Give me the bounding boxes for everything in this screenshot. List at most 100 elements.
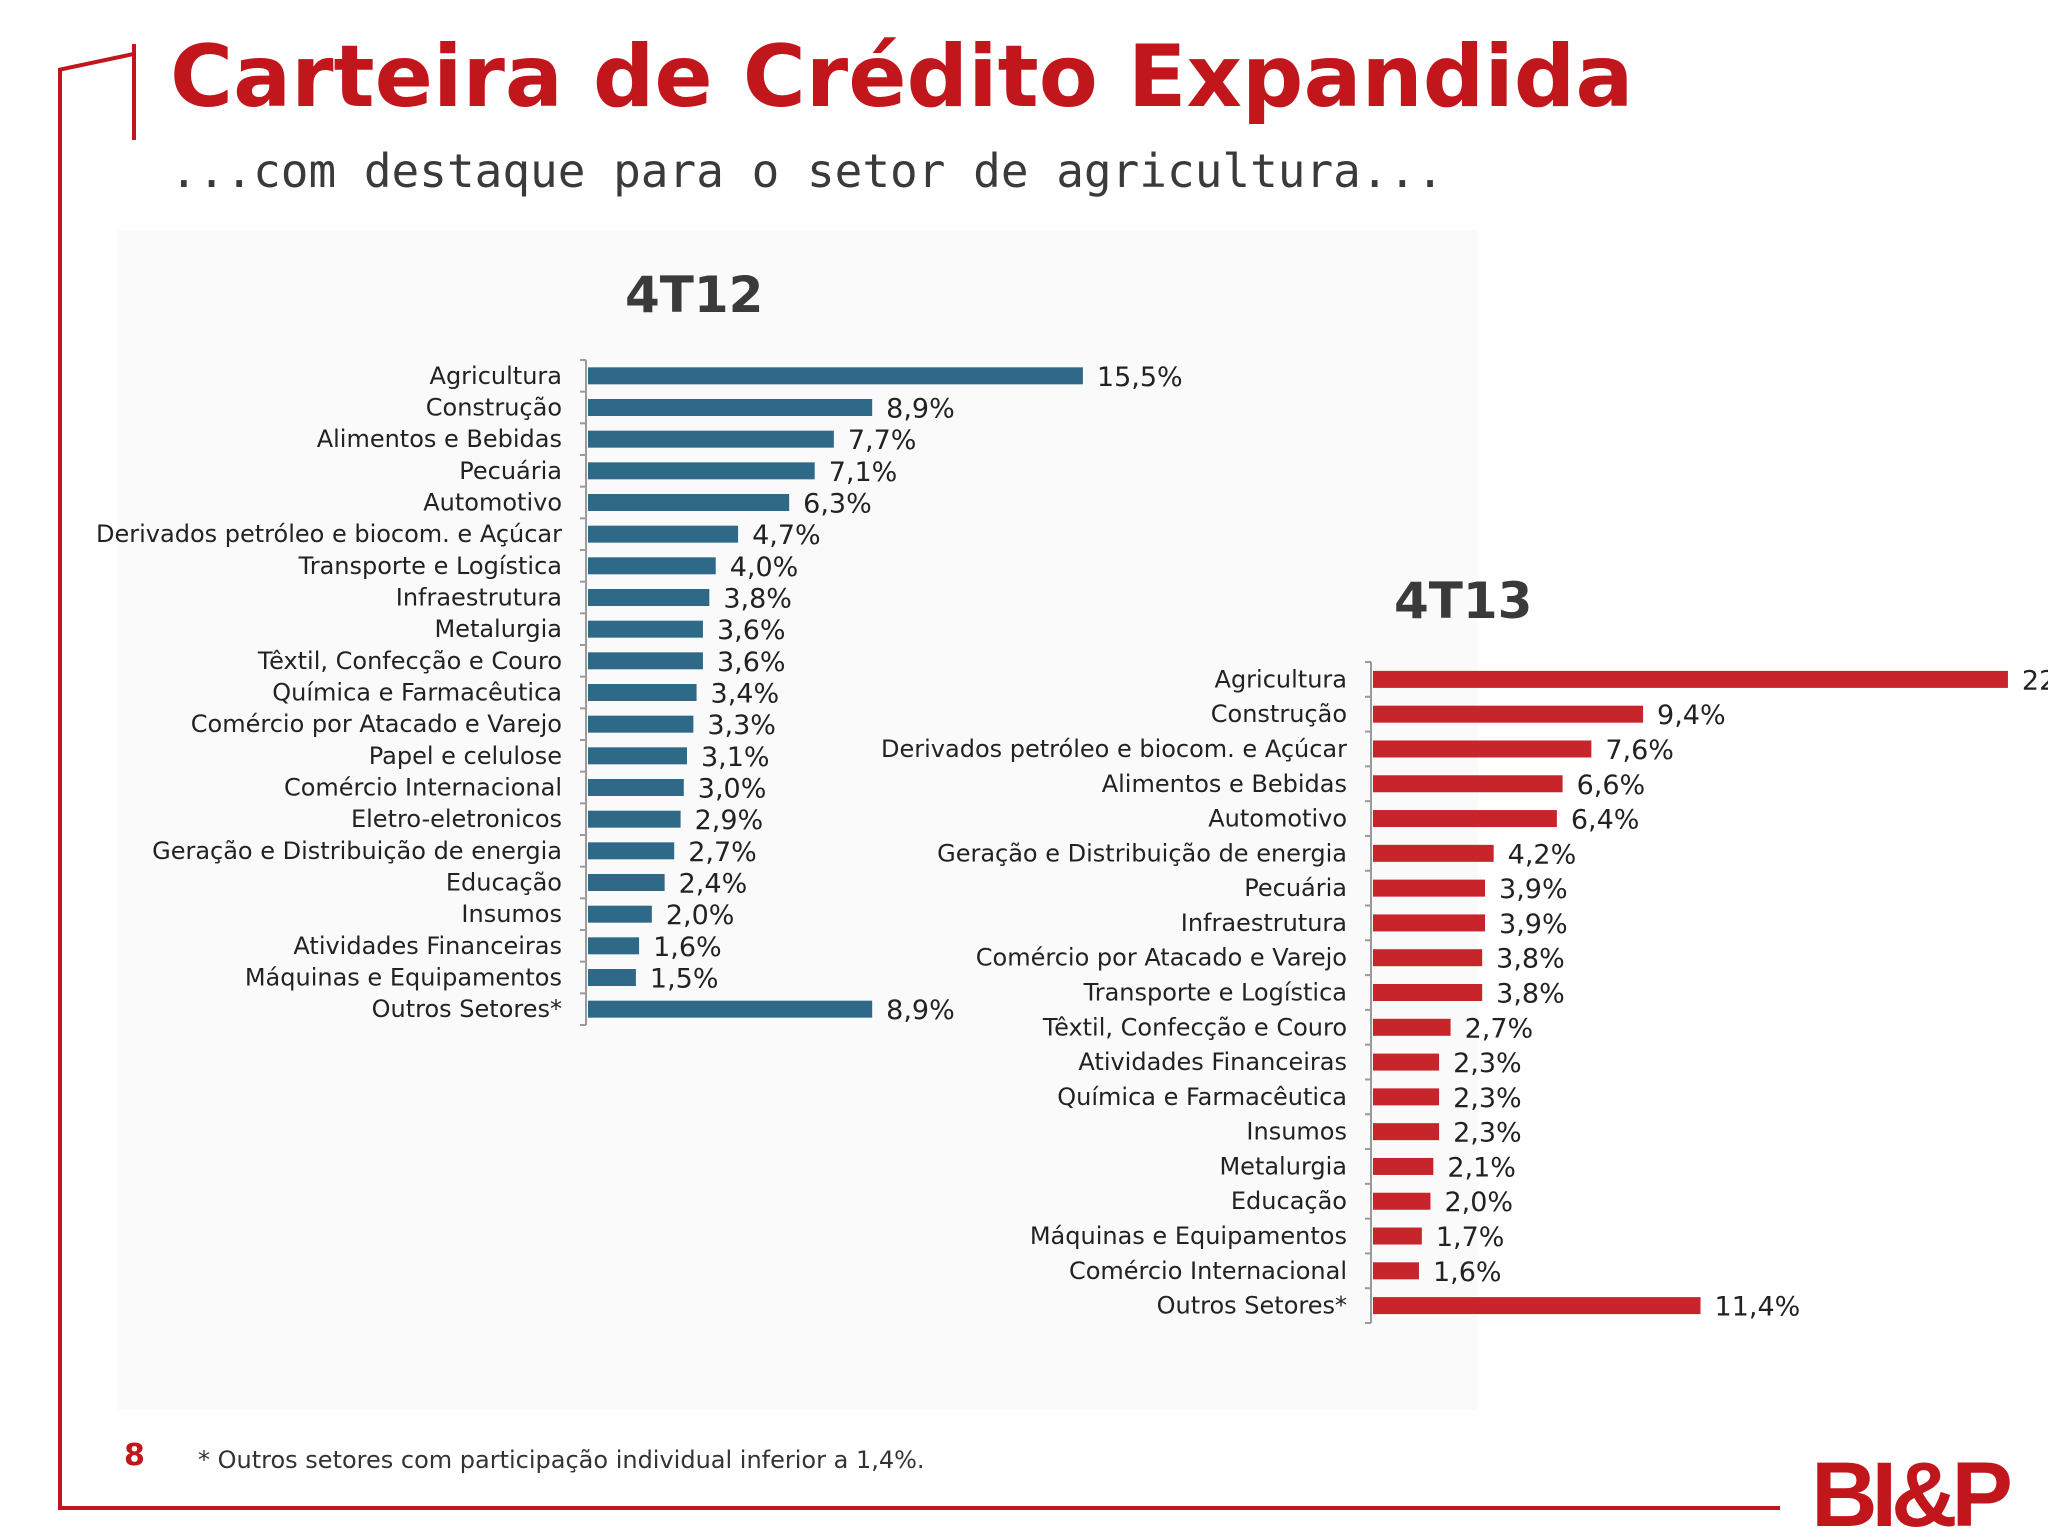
value-label: 2,0% (1444, 1187, 1513, 1218)
bip-logo: BI&P (1786, 1452, 2032, 1536)
value-label: 2,0% (666, 900, 735, 931)
category-label: Comércio Internacional (1069, 1257, 1347, 1285)
frame-line-left (58, 68, 62, 1510)
category-label: Outros Setores* (1157, 1292, 1347, 1320)
bar-4t13 (1373, 844, 1494, 862)
bar-4t13 (1373, 1262, 1419, 1280)
value-label: 3,3% (707, 710, 776, 741)
value-label: 3,8% (723, 584, 792, 615)
value-label: 15,5% (1097, 362, 1183, 393)
category-label: Metalurgia (1219, 1152, 1347, 1180)
bar-4t12 (588, 589, 710, 606)
value-label: 1,6% (1433, 1257, 1502, 1288)
bar-4t12 (588, 969, 636, 986)
value-label: 3,1% (701, 742, 770, 773)
category-label: Transporte e Logística (298, 552, 562, 580)
category-label: Metalurgia (434, 615, 562, 643)
category-label: Máquinas e Equipamentos (1030, 1222, 1347, 1250)
chart-panel-background (118, 230, 1478, 1410)
category-label: Papel e celulose (369, 742, 562, 770)
category-label: Pecuária (1244, 874, 1347, 902)
category-label: Construção (1211, 700, 1347, 728)
value-label: 22,1% (2022, 665, 2048, 696)
value-label: 4,7% (752, 520, 821, 551)
page-number: 8 (124, 1438, 145, 1473)
bar-4t12 (588, 905, 652, 923)
category-label: Química e Farmacêutica (272, 679, 562, 707)
bar-4t13 (1373, 1123, 1440, 1141)
value-label: 2,3% (1453, 1083, 1522, 1114)
bar-4t12 (588, 430, 834, 448)
category-label: Máquinas e Equipamentos (245, 964, 562, 992)
bar-4t12 (588, 620, 703, 638)
bar-4t12 (588, 810, 681, 828)
category-label: Alimentos e Bebidas (1102, 770, 1347, 798)
frame-line-tick (132, 44, 136, 140)
bar-4t13 (1373, 914, 1486, 932)
value-label: 2,4% (679, 869, 748, 900)
bar-4t13 (1373, 670, 2008, 688)
category-label: Alimentos e Bebidas (317, 425, 562, 453)
category-label: Infraestrutura (1181, 909, 1347, 937)
bar-4t13 (1373, 1227, 1422, 1245)
value-label: 6,6% (1577, 770, 1646, 801)
value-label: 6,4% (1571, 805, 1640, 836)
frame-line-bottom (58, 1506, 1780, 1510)
bar-4t12 (588, 1000, 873, 1018)
category-label: Insumos (1246, 1118, 1347, 1146)
value-label: 3,4% (711, 679, 780, 710)
value-label: 3,6% (717, 615, 786, 646)
bar-4t13 (1373, 949, 1483, 967)
bar-4t13 (1373, 740, 1592, 758)
bar-4t13 (1373, 775, 1563, 793)
category-label: Educação (446, 869, 562, 897)
bar-4t12 (588, 399, 873, 416)
bar-4t13 (1373, 1297, 1701, 1315)
value-label: 6,3% (803, 489, 872, 520)
bar-4t12 (588, 557, 716, 575)
category-label: Têxtil, Confecção e Couro (1042, 1013, 1347, 1041)
bar-4t12 (588, 367, 1083, 385)
value-label: 4,2% (1508, 839, 1577, 870)
value-label: 7,1% (829, 457, 898, 488)
category-label: Derivados petróleo e biocom. e Açúcar (881, 735, 1347, 763)
category-label: Automotivo (423, 489, 562, 517)
category-label: Química e Farmacêutica (1057, 1083, 1347, 1111)
category-label: Infraestrutura (396, 584, 562, 612)
category-label: Eletro-eletronicos (351, 805, 562, 833)
category-label: Comércio por Atacado e Varejo (191, 710, 562, 738)
value-label: 1,5% (650, 964, 719, 995)
value-label: 8,9% (886, 394, 955, 425)
value-label: 1,7% (1436, 1222, 1505, 1253)
value-label: 3,9% (1499, 874, 1568, 905)
category-label: Geração e Distribuição de energia (937, 839, 1347, 867)
page-title: Carteira de Crédito Expandida (170, 27, 1634, 127)
value-label: 2,7% (688, 837, 757, 868)
bar-4t13 (1373, 1053, 1440, 1071)
page-subtitle: ...com destaque para o setor de agricult… (170, 144, 1444, 198)
value-label: 7,7% (848, 425, 917, 456)
bar-4t13 (1373, 984, 1483, 1001)
category-label: Outros Setores* (372, 995, 562, 1023)
footnote: * Outros setores com participação indivi… (198, 1446, 925, 1474)
value-label: 3,8% (1496, 979, 1565, 1010)
category-label: Pecuária (459, 457, 562, 485)
category-label: Geração e Distribuição de energia (152, 837, 562, 865)
value-label: 11,4% (1715, 1292, 1801, 1323)
value-label: 2,3% (1453, 1048, 1522, 1079)
bar-4t13 (1373, 705, 1644, 723)
value-label: 3,9% (1499, 909, 1568, 940)
value-label: 3,0% (698, 774, 767, 805)
category-label: Têxtil, Confecção e Couro (257, 647, 562, 675)
value-label: 9,4% (1657, 700, 1726, 731)
bar-4t13 (1373, 1157, 1434, 1175)
category-label: Derivados petróleo e biocom. e Açúcar (96, 520, 562, 548)
category-label: Construção (426, 394, 562, 422)
value-label: 7,6% (1605, 735, 1674, 766)
value-label: 2,3% (1453, 1118, 1522, 1149)
value-label: 8,9% (886, 995, 955, 1026)
bar-4t12 (588, 842, 675, 860)
category-label: Educação (1231, 1187, 1347, 1215)
bar-4t13 (1373, 810, 1557, 828)
